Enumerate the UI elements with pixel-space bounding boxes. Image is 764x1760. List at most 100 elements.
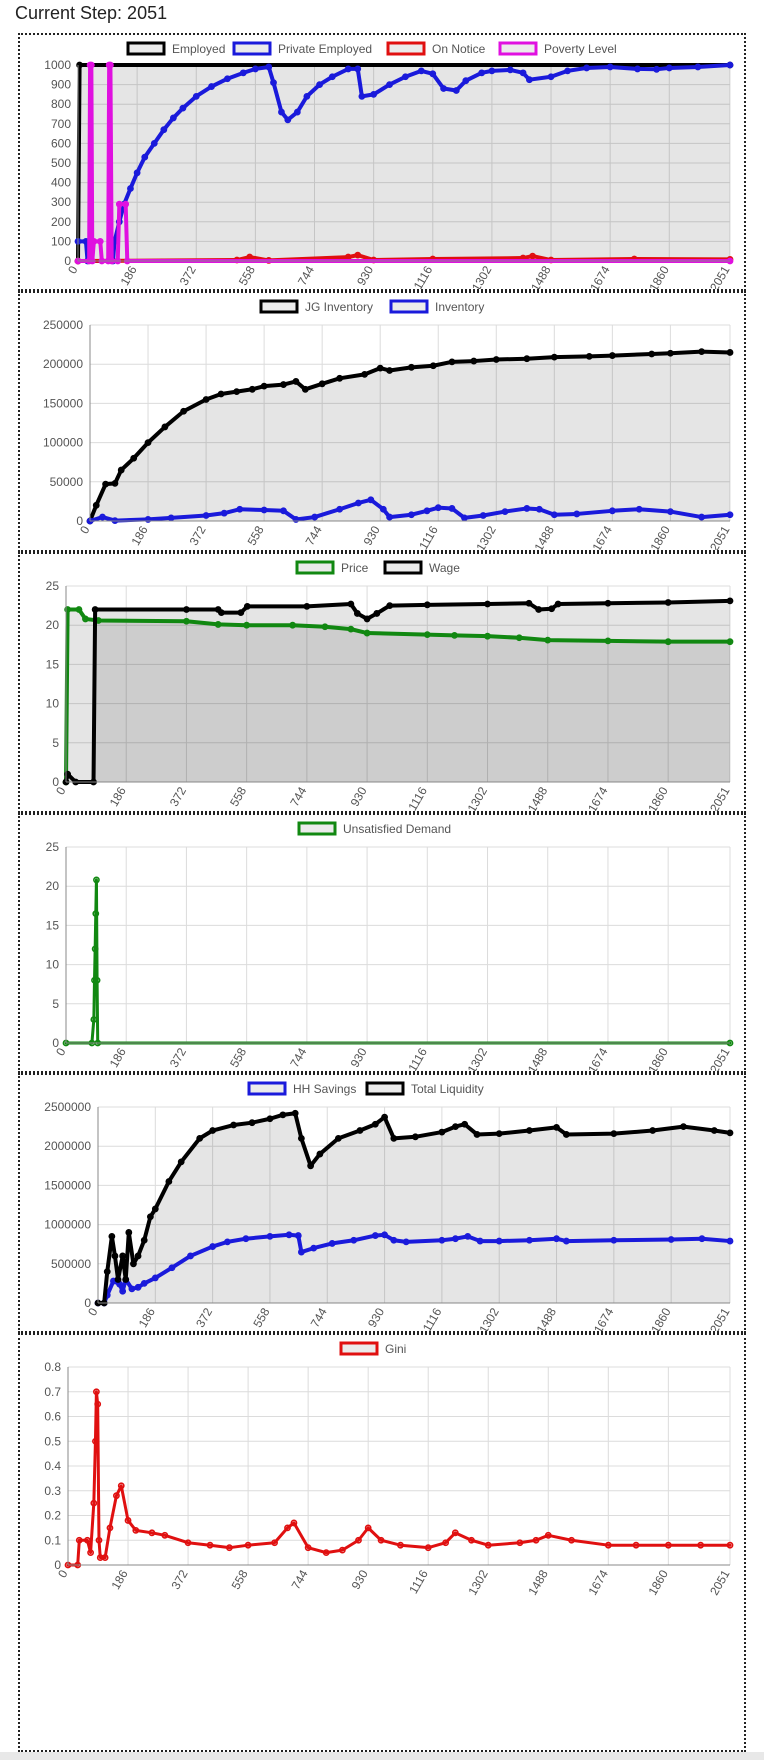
- data-point: [280, 507, 287, 515]
- price-wage-chart[interactable]: 25 20 15 10 5 00 186 372 558 744 930 1116 1302 1488 16…: [20, 554, 744, 811]
- x-tick-label: 744: [308, 1305, 330, 1330]
- jg-inventory-legend-swatch: [259, 299, 299, 314]
- x-tick-label: 1116: [405, 1045, 430, 1071]
- data-point: [608, 352, 616, 359]
- y-tick-label: 0.8: [44, 1360, 61, 1374]
- y-tick-label: 0: [84, 1296, 91, 1310]
- data-point: [402, 73, 409, 81]
- data-point: [167, 514, 175, 522]
- data-point: [632, 1541, 640, 1549]
- y-tick-label: 500000: [51, 1257, 91, 1271]
- x-tick-label: 1674: [585, 784, 611, 811]
- data-point: [217, 390, 225, 398]
- y-tick-label: 10: [46, 697, 60, 711]
- data-point: [411, 1133, 419, 1141]
- data-point: [397, 1541, 404, 1549]
- data-point: [82, 615, 89, 623]
- data-point: [358, 92, 366, 100]
- data-point: [103, 1268, 111, 1276]
- data-point: [328, 73, 336, 81]
- data-point: [244, 1541, 252, 1549]
- data-point: [532, 1536, 540, 1544]
- x-tick-label: 930: [349, 1567, 371, 1592]
- data-point: [568, 1536, 575, 1544]
- gini-legend-swatch: [339, 1341, 379, 1356]
- data-point: [280, 381, 287, 388]
- x-tick-label: 1674: [591, 1305, 617, 1331]
- data-point: [101, 1554, 109, 1561]
- data-point: [604, 599, 612, 607]
- x-tick-label: 1860: [648, 523, 674, 550]
- x-tick-label: 1860: [645, 1045, 671, 1071]
- x-tick-label: 1674: [587, 263, 613, 289]
- data-point: [144, 439, 152, 446]
- data-point: [316, 1150, 324, 1158]
- data-point: [206, 1541, 214, 1549]
- data-point: [562, 1237, 570, 1245]
- data-point: [610, 1130, 618, 1138]
- x-tick-label: 1860: [646, 263, 672, 289]
- data-point: [297, 1134, 305, 1142]
- data-point: [93, 876, 100, 884]
- chart-panel-price-wage: 25 20 15 10 5 0 0 186 372 558 744 930 1116 1302 1488 16…: [18, 552, 746, 813]
- data-point: [488, 67, 496, 75]
- unsatisfied-demand-legend-label: Unsatisfied Demand: [343, 822, 451, 836]
- data-point: [108, 1232, 116, 1240]
- legend: Unsatisfied Demand: [297, 821, 451, 836]
- data-point: [146, 1213, 154, 1221]
- data-point: [697, 1541, 705, 1549]
- hh-savings-legend-swatch: [247, 1081, 287, 1096]
- data-point: [604, 1541, 612, 1549]
- data-point: [417, 67, 425, 75]
- y-tick-label: 150000: [43, 396, 83, 410]
- data-point: [381, 1113, 388, 1121]
- x-tick-label: 1674: [585, 1045, 611, 1071]
- x-tick-label: 0: [77, 523, 93, 536]
- y-tick-label: 0: [76, 514, 83, 528]
- data-point: [452, 87, 460, 94]
- x-tick-label: 930: [348, 1045, 370, 1070]
- data-point: [93, 976, 101, 984]
- unsatisfied-demand-chart[interactable]: 25 20 15 10 5 00 186 372 558 744 930 1116 1302 1488 16…: [20, 815, 744, 1071]
- data-point: [239, 69, 247, 77]
- data-point: [130, 454, 138, 462]
- data-point: [122, 200, 130, 208]
- y-tick-label: 0: [52, 775, 59, 789]
- inventory-chart[interactable]: 250000 200000 150000 100000 50000 00 186 372 558…: [20, 293, 744, 550]
- data-point: [562, 1131, 570, 1138]
- data-point: [127, 185, 134, 192]
- data-point: [376, 364, 384, 372]
- chart-panel-unsatisfied-demand: 25 20 15 10 5 0 0 186 372 558 744 930 1116 1302 1488 16…: [18, 813, 746, 1073]
- data-point: [111, 479, 119, 487]
- liquidity-chart[interactable]: 2500000 2000000 1500000 1000000 500000 00 186 3…: [20, 1075, 744, 1331]
- data-point: [224, 1238, 231, 1246]
- data-point: [448, 505, 456, 512]
- data-point: [547, 73, 555, 81]
- x-tick-label: 1488: [531, 523, 557, 550]
- legend: JG Inventory Inventory: [259, 299, 484, 314]
- data-point: [336, 374, 344, 382]
- data-point: [161, 423, 169, 431]
- data-point: [169, 114, 177, 122]
- data-point: [311, 513, 319, 521]
- data-point: [187, 1252, 194, 1260]
- x-tick-label: 1116: [420, 1305, 445, 1331]
- y-tick-label: 0.4: [44, 1459, 61, 1473]
- data-point: [266, 1232, 274, 1240]
- gini-chart[interactable]: 0.8 0.7 0.6 0.5 0.4 0.3 0.2 0.1 00 186 372 558 744 93…: [20, 1335, 744, 1597]
- data-point: [361, 370, 368, 378]
- data-point: [184, 1539, 192, 1547]
- data-point: [140, 1236, 148, 1244]
- data-point: [92, 910, 100, 918]
- data-point: [529, 252, 536, 260]
- data-point: [429, 70, 437, 78]
- x-tick-label: 0: [53, 784, 69, 797]
- y-tick-label: 25: [46, 579, 60, 593]
- data-point: [461, 514, 468, 522]
- data-point: [251, 65, 259, 73]
- data-point: [113, 1492, 120, 1500]
- data-point: [438, 1128, 446, 1136]
- data-point: [350, 1236, 358, 1244]
- data-point: [90, 1016, 98, 1023]
